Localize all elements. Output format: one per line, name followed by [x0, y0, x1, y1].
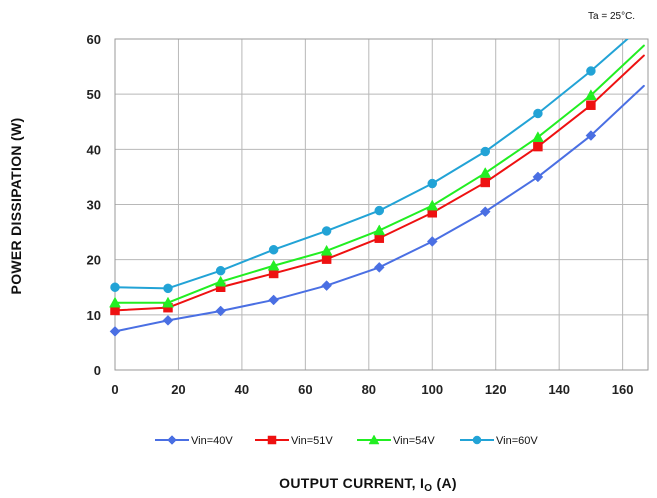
data-point — [374, 225, 385, 235]
legend-label: Vin=40V — [191, 435, 233, 447]
y-tick-label: 60 — [87, 32, 101, 47]
data-point — [586, 101, 595, 110]
legend-item: Vin=60V — [460, 435, 538, 447]
x-axis-label-subscript: O — [424, 483, 432, 494]
x-tick-label: 0 — [111, 382, 118, 397]
series-line — [115, 33, 634, 288]
legend: Vin=40V Vin=51V Vin=54V Vin=60V — [155, 435, 538, 447]
y-tick-label: 50 — [87, 87, 101, 102]
axis-ticks: 0 20 40 60 80 100 120 140 160 0 10 20 30 40 50 60 — [87, 32, 634, 397]
legend-marker — [473, 436, 481, 444]
data-point — [375, 206, 384, 215]
x-tick-label: 20 — [171, 382, 185, 397]
data-point — [481, 147, 490, 156]
data-point — [374, 262, 384, 272]
data-point — [163, 284, 172, 293]
ambient-temperature-annotation: Ta = 25°C. — [588, 11, 635, 22]
data-point — [111, 283, 120, 292]
y-axis-label: POWER DISSIPATION (W) — [8, 118, 24, 295]
data-point — [533, 109, 542, 118]
data-point — [427, 200, 438, 210]
x-tick-label: 120 — [485, 382, 507, 397]
data-point — [322, 281, 332, 291]
data-point — [110, 326, 120, 336]
y-tick-label: 20 — [87, 253, 101, 268]
x-axis-label-unit: (A) — [432, 475, 457, 491]
legend-item: Vin=51V — [255, 435, 333, 447]
x-axis-label: OUTPUT CURRENT, IO (A) — [279, 475, 457, 494]
data-point — [322, 226, 331, 235]
x-axis-label-main: OUTPUT CURRENT, I — [279, 475, 424, 491]
y-tick-label: 0 — [94, 363, 101, 378]
y-tick-label: 30 — [87, 198, 101, 213]
x-tick-label: 80 — [362, 382, 376, 397]
x-tick-label: 40 — [235, 382, 249, 397]
data-point — [428, 179, 437, 188]
data-point — [216, 266, 225, 275]
data-point — [586, 66, 595, 75]
y-tick-label: 10 — [87, 308, 101, 323]
data-point — [481, 178, 490, 187]
series-layer — [110, 33, 644, 336]
legend-marker — [268, 436, 276, 444]
x-tick-label: 60 — [298, 382, 312, 397]
data-point — [269, 245, 278, 254]
legend-item: Vin=40V — [155, 435, 233, 447]
legend-marker — [168, 436, 177, 445]
data-point — [480, 168, 491, 178]
data-point — [427, 236, 437, 246]
legend-label: Vin=60V — [496, 435, 538, 447]
data-point — [269, 295, 279, 305]
data-point — [322, 255, 331, 264]
legend-label: Vin=51V — [291, 435, 333, 447]
legend-item: Vin=54V — [357, 435, 435, 447]
data-point — [533, 142, 542, 151]
x-tick-label: 160 — [612, 382, 634, 397]
x-tick-label: 100 — [421, 382, 443, 397]
x-tick-label: 140 — [548, 382, 570, 397]
legend-label: Vin=54V — [393, 435, 435, 447]
y-tick-label: 40 — [87, 142, 101, 157]
data-point — [163, 315, 173, 325]
